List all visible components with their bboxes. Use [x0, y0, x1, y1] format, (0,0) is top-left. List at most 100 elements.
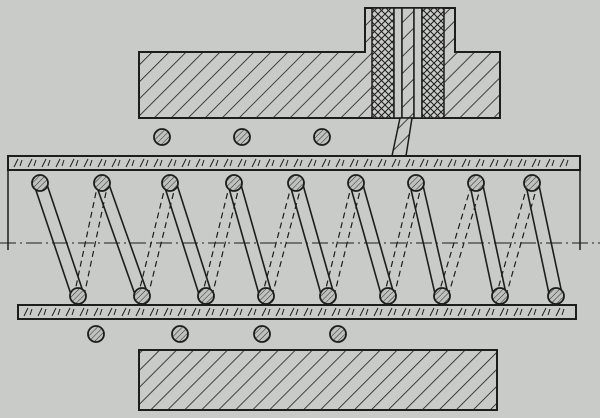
wall-mark [513, 307, 519, 317]
wall-mark [341, 159, 345, 167]
wall-mark [121, 307, 127, 317]
wall-mark [239, 308, 243, 316]
wall-mark [253, 308, 257, 316]
wall-mark [527, 307, 533, 317]
wall-mark [537, 159, 541, 167]
wire-section-bottom [69, 287, 87, 305]
wall-mark [307, 158, 313, 168]
wall-mark [107, 307, 113, 317]
coil-back-strand [73, 182, 99, 297]
wall-mark [519, 308, 523, 316]
wall-mark [285, 159, 289, 167]
wall-mark [435, 308, 439, 316]
coil-back-strand [83, 182, 109, 297]
wall-mark [69, 158, 75, 168]
wall-mark [75, 159, 79, 167]
wall-mark [13, 158, 19, 168]
wall-mark [379, 308, 383, 316]
wall-mark [247, 307, 253, 317]
coil-back-strand [211, 182, 241, 297]
wall-mark [187, 159, 191, 167]
wall-mark [397, 159, 401, 167]
coil-wire-edge [239, 182, 274, 297]
wall-mark [555, 307, 561, 317]
wall-mark [457, 307, 463, 317]
wire-section-bottom [379, 287, 397, 305]
wall-mark [99, 308, 103, 316]
wire-section-outer-bottom [329, 325, 347, 343]
wall-mark [509, 159, 513, 167]
wall-mark [117, 159, 121, 167]
wire-section-outer-bottom [253, 325, 271, 343]
upper-hatched-block [138, 7, 501, 119]
wall-mark [37, 307, 43, 317]
wire-section-top [347, 174, 365, 192]
wall-mark [97, 158, 103, 168]
wall-mark [355, 159, 359, 167]
coil-back-strand [201, 182, 231, 297]
wall-mark [545, 158, 551, 168]
wall-mark [183, 308, 187, 316]
wall-mark [131, 159, 135, 167]
wall-mark [541, 307, 547, 317]
wall-mark [429, 307, 435, 317]
lower-hatched-block [138, 349, 498, 411]
wall-mark [461, 158, 467, 168]
coil-back-strand [261, 182, 293, 297]
wall-mark [215, 159, 219, 167]
wall-mark [313, 159, 317, 167]
wall-mark [503, 158, 509, 168]
wall-mark [447, 158, 453, 168]
wall-mark [405, 158, 411, 168]
vertical-feed-tube [371, 7, 445, 157]
wall-mark [127, 308, 131, 316]
wall-mark [271, 159, 275, 167]
wall-mark [425, 159, 429, 167]
wall-mark [391, 158, 397, 168]
coil-back-strand [505, 182, 539, 297]
wall-mark [135, 307, 141, 317]
wire-section-top [93, 174, 111, 192]
coil-wire-edge [408, 182, 437, 297]
coil-wire-edge [524, 182, 551, 297]
glass-tube [7, 155, 581, 320]
wall-mark [225, 308, 229, 316]
wall-mark [23, 307, 29, 317]
wall-mark [251, 158, 257, 168]
wall-mark [475, 158, 481, 168]
wall-mark [181, 158, 187, 168]
wall-mark [331, 307, 337, 317]
wall-mark [419, 158, 425, 168]
wall-mark [41, 158, 47, 168]
wall-mark [317, 307, 323, 317]
wall-mark [177, 307, 183, 317]
coil-wire-edge [537, 182, 564, 297]
wall-mark [387, 307, 393, 317]
coil-wire-edge [226, 182, 261, 297]
wall-mark [337, 308, 341, 316]
wire-section-outer-bottom [171, 325, 189, 343]
wall-mark [223, 158, 229, 168]
wall-mark [443, 307, 449, 317]
coil-wire-edge [468, 182, 495, 297]
wall-mark [281, 308, 285, 316]
coil-back-strand [447, 182, 483, 297]
wall-mark [51, 307, 57, 317]
wall-mark [93, 307, 99, 317]
wall-mark [155, 308, 159, 316]
wire-section-bottom [257, 287, 275, 305]
coil-wire-edge [348, 182, 383, 297]
wire-section-top [225, 174, 243, 192]
wall-mark [149, 307, 155, 317]
coil-wire-edge [288, 182, 323, 297]
wall-mark [103, 159, 107, 167]
wall-mark [293, 158, 299, 168]
coil-back-strand [495, 182, 529, 297]
wall-mark [169, 308, 173, 316]
wire-section-outer-top [153, 128, 171, 146]
coil-back-strand [147, 182, 177, 297]
wall-mark [439, 159, 443, 167]
wire-section-bottom [547, 287, 565, 305]
wall-mark [489, 158, 495, 168]
wall-mark [295, 308, 299, 316]
